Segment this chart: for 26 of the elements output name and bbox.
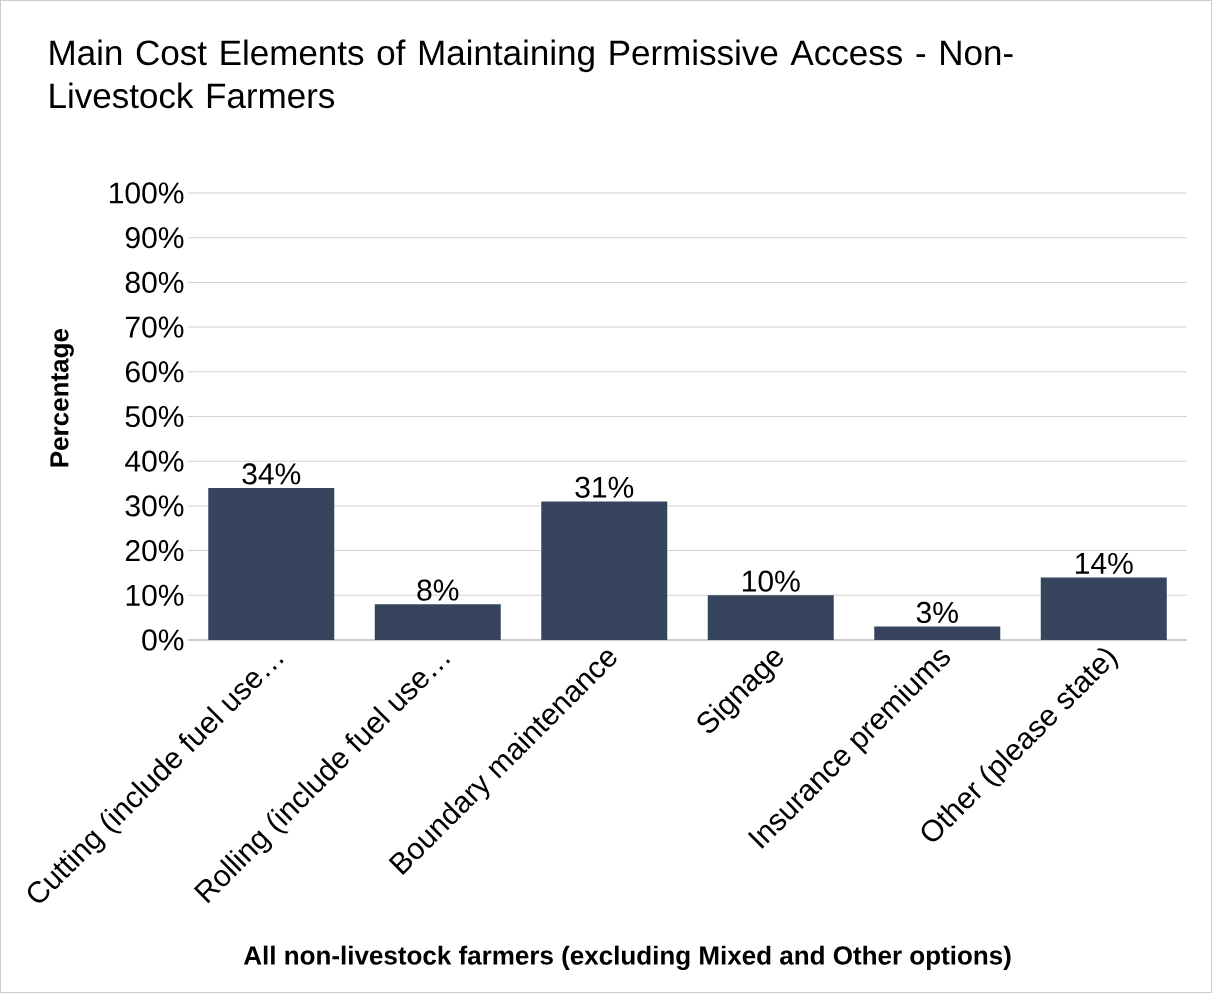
y-axis-title: Percentage xyxy=(50,328,74,467)
data-label: 3% xyxy=(916,601,958,624)
bar xyxy=(707,595,834,640)
y-tick-label: 0% xyxy=(142,629,184,651)
y-tick-label: 40% xyxy=(125,450,184,472)
bar xyxy=(208,488,335,640)
y-tick-label: 100% xyxy=(110,182,184,204)
bar xyxy=(541,501,668,640)
y-tick-label: 30% xyxy=(125,495,184,517)
bar xyxy=(874,626,1001,640)
data-label: 14% xyxy=(1076,552,1133,574)
y-tick-label: 60% xyxy=(125,361,184,383)
data-label: 10% xyxy=(743,570,800,592)
y-tick-label: 10% xyxy=(126,584,184,606)
y-tick-label: 50% xyxy=(125,405,184,428)
y-tick-label: 80% xyxy=(125,271,184,294)
data-label: 8% xyxy=(417,579,459,601)
y-tick-label: 90% xyxy=(125,227,184,249)
y-tick-label: 20% xyxy=(125,539,184,562)
x-axis-title: All non-livestock farmers (excluding Mixed and Other options) xyxy=(243,945,1011,970)
bar xyxy=(1040,577,1167,640)
data-label: 34% xyxy=(242,463,301,485)
chart-title: Main Cost Elements of Maintaining Permissive Access - Non-Livestock Farmers xyxy=(50,39,1013,109)
bar xyxy=(374,604,501,640)
y-tick-label: 70% xyxy=(125,316,184,338)
data-label: 31% xyxy=(575,476,634,498)
